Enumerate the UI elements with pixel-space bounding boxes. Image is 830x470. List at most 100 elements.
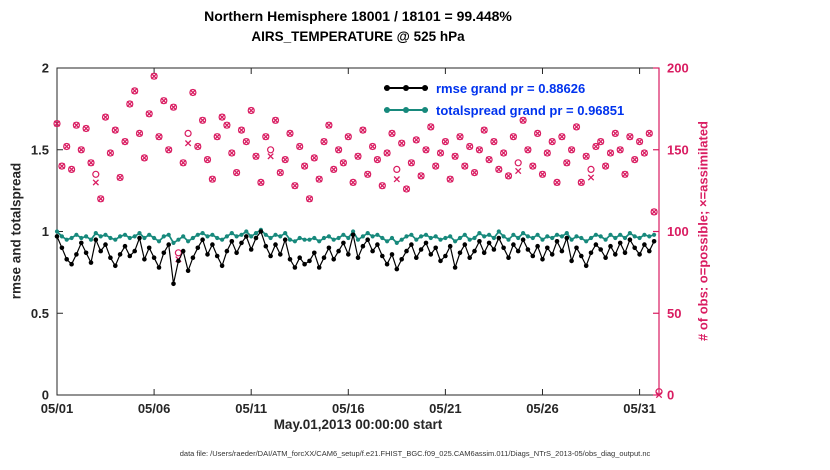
possible-obs-point [577, 178, 585, 186]
possible-obs-point [199, 116, 207, 124]
totalspread-series-point [93, 231, 98, 236]
totalspread-series-point [579, 235, 584, 241]
totalspread-series-point [229, 231, 234, 236]
rmse-series-point [617, 240, 623, 246]
possible-obs-point [616, 146, 624, 154]
assimilated-obs-point [617, 146, 624, 153]
rmse-series-point [219, 263, 225, 269]
rmse-series-point [108, 255, 113, 260]
assimilated-obs-point [442, 138, 449, 145]
rmse-series-point [69, 261, 74, 267]
assimilated-obs-point [646, 130, 653, 137]
assimilated-obs-point [558, 133, 566, 140]
totalspread-series-point [404, 234, 409, 239]
rmse-series-point [146, 245, 152, 251]
assimilated-obs-point [87, 159, 95, 166]
rmse-series-point [433, 245, 439, 251]
assimilated-obs-point [58, 162, 66, 170]
rmse-series-point [593, 242, 599, 247]
possible-obs-point [553, 178, 561, 186]
possible-obs-point [301, 162, 309, 170]
rmse-series-point [530, 253, 536, 259]
possible-obs-point [567, 146, 576, 154]
assimilated-obs-point [451, 153, 459, 160]
totalspread-series-point [118, 234, 123, 239]
totalspread-series-point [521, 231, 526, 236]
rmse-series-point [375, 242, 380, 247]
rmse-series-point [137, 235, 142, 241]
possible-obs-point [490, 138, 498, 146]
possible-obs-point [53, 119, 61, 128]
totalspread-series-point [496, 229, 501, 234]
rmse-series-point [569, 258, 574, 264]
possible-obs-point [548, 138, 556, 146]
totalspread-series-point [530, 235, 535, 241]
possible-obs-point [63, 142, 71, 151]
totalspread-series-point [326, 234, 331, 239]
totalspread-series-point [370, 234, 375, 239]
possible-obs-point [335, 146, 343, 154]
rmse-series-point [511, 242, 516, 247]
rmse-series-point [462, 242, 468, 247]
rmse-series-point [574, 245, 579, 251]
possible-obs-point [174, 249, 182, 257]
assimilated-obs-point [53, 120, 61, 127]
possible-obs-point [621, 170, 629, 178]
possible-obs-point [538, 170, 547, 178]
rmse-series-point [384, 261, 390, 267]
assimilated-obs-point [335, 146, 342, 153]
possible-obs-point [330, 165, 338, 173]
possible-obs-point [383, 149, 391, 157]
totalspread-series-point [627, 231, 633, 236]
rmse-series-point [74, 252, 79, 257]
possible-obs-point [165, 146, 173, 154]
possible-obs-point [611, 129, 619, 137]
totalspread-series-point [642, 232, 647, 237]
totalspread-series-point [287, 237, 293, 242]
y-left-tick-label: 0.5 [31, 306, 49, 321]
possible-obs-point [203, 156, 212, 164]
rmse-series-point [365, 237, 371, 242]
possible-obs-point [592, 142, 600, 151]
totalspread-series-point [205, 234, 210, 239]
rmse-series-point [302, 261, 307, 267]
assimilated-obs-point [189, 89, 197, 96]
rmse-series-point [239, 240, 244, 246]
assimilated-obs-point [107, 149, 114, 157]
possible-obs-point [169, 103, 178, 111]
assimilated-obs-point [228, 149, 235, 157]
possible-obs-point [436, 149, 445, 157]
possible-obs-point [388, 129, 396, 137]
totalspread-series-point [74, 232, 79, 237]
totalspread-series-point [54, 229, 60, 234]
totalspread-series-point [487, 232, 492, 237]
assimilated-obs-point [612, 130, 619, 137]
totalspread-series-point [394, 240, 399, 245]
assimilated-obs-point [301, 162, 308, 170]
totalspread-series-point [152, 235, 157, 241]
possible-obs-point [267, 146, 275, 154]
legend-entry-totalspread: totalspread grand pr = 0.96851 [384, 99, 624, 121]
possible-obs-point [509, 133, 518, 141]
assimilated-obs-point [63, 143, 70, 150]
totalspread-series-point [457, 235, 463, 241]
rmse-series-point [282, 237, 288, 242]
assimilated-obs-markers [53, 73, 663, 399]
totalspread-series-point [220, 237, 225, 242]
rmse-series-point [622, 250, 628, 256]
rmse-series-point [210, 242, 215, 247]
assimilated-obs-point [461, 162, 468, 170]
assimilated-obs-point [519, 117, 527, 124]
possible-obs-point [543, 149, 551, 157]
assimilated-obs-point [578, 179, 585, 186]
rmse-series-point [117, 252, 123, 257]
totalspread-series-point [389, 235, 395, 241]
totalspread-series-point [190, 235, 195, 241]
assimilated-obs-point [383, 149, 391, 157]
totalspread-series-point [98, 234, 103, 239]
totalspread-series-point [341, 232, 346, 237]
rmse-series-point [336, 248, 341, 254]
rmse-series-point [64, 257, 69, 262]
possible-obs-point [310, 154, 318, 162]
rmse-series-point [142, 257, 147, 262]
